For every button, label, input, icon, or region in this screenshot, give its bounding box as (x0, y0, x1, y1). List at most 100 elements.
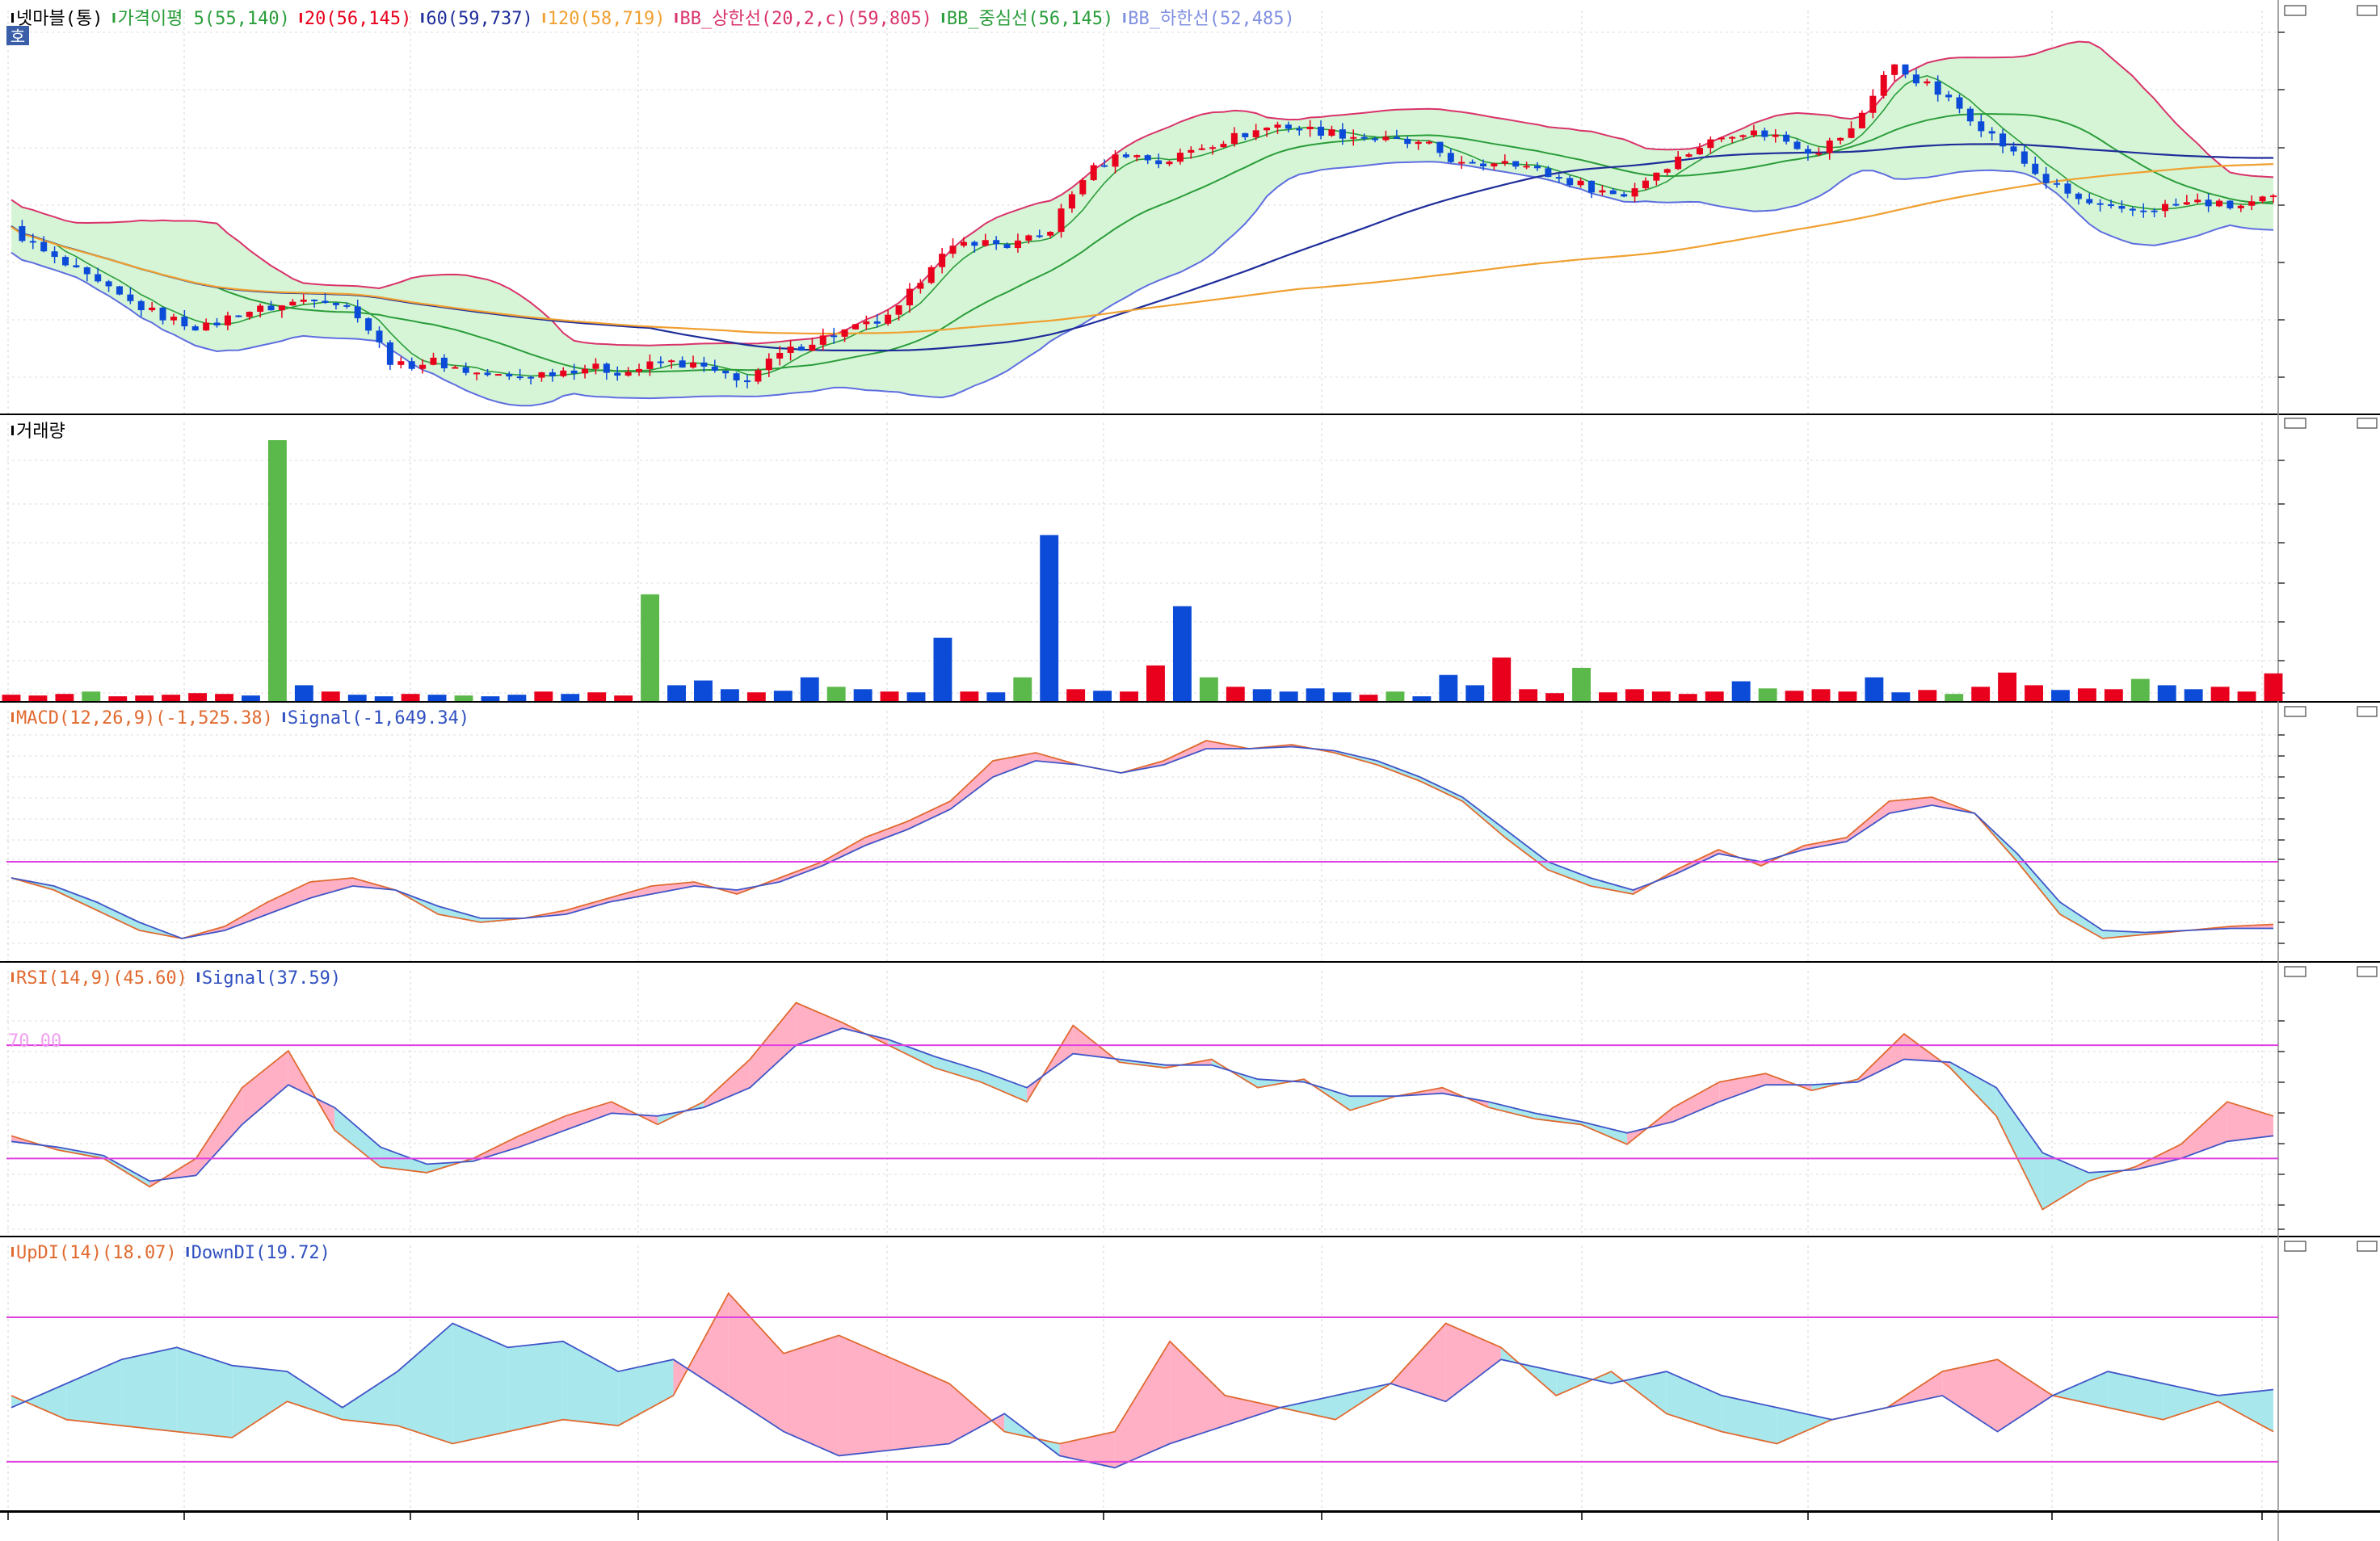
volume-bar (1865, 677, 1884, 701)
volume-bar (986, 692, 1006, 701)
volume-bar (294, 685, 313, 701)
panel-maximize-icon (2284, 706, 2306, 717)
volume-bar (1838, 691, 1857, 701)
panel-maximize-icon (2284, 418, 2306, 429)
candle-body (1999, 133, 2007, 147)
dmi-fill-segment (1666, 1371, 1722, 1432)
volume-bar (1120, 691, 1138, 701)
legend-marker-price-6 (941, 13, 944, 23)
candle-body (1956, 97, 1963, 109)
candle-body (506, 374, 513, 377)
candle-body (1025, 235, 1032, 241)
rsi-fill-segment (2180, 1102, 2227, 1159)
legend-text-price-5: BB_상한선(20,2,c)(59,805) (679, 9, 931, 29)
dmi-fill-segment (894, 1359, 949, 1450)
candle-body (1545, 168, 1552, 178)
candle-body (2054, 183, 2061, 185)
candle-body (809, 344, 816, 351)
rsi-fill-segment (1673, 1081, 1720, 1122)
candle-body (2172, 204, 2180, 206)
candle-body (2162, 204, 2169, 212)
legend-text-macd-0: MACD(12,26,9)(-1,525.38) (16, 708, 273, 729)
candle-body (1328, 129, 1335, 136)
candle-body (1036, 235, 1043, 237)
candle-body (1264, 128, 1271, 131)
candle-body (235, 315, 242, 317)
candle-body (1230, 132, 1238, 145)
macd-fill-segment (822, 838, 865, 866)
candle-body (246, 312, 253, 317)
dmi-fill-segment (1170, 1341, 1226, 1444)
volume-bar (2025, 685, 2043, 701)
rsi-fill-segment (565, 1102, 612, 1131)
legend-marker-dmi-0 (11, 1247, 14, 1257)
candle-body (1144, 155, 1151, 161)
candle-body (73, 265, 80, 268)
volume-bar (2077, 688, 2096, 701)
volume-bar (454, 695, 473, 701)
candle-body (1285, 124, 1292, 129)
dmi-fill-segment (1390, 1323, 1446, 1402)
candle-body (365, 318, 372, 331)
legend-text-price-0: 넷마블(통) (16, 9, 103, 29)
candle-body (1793, 141, 1801, 149)
volume-bar (1013, 677, 1032, 701)
panel-close-icon (2357, 5, 2378, 16)
candle-body (1837, 137, 1844, 141)
bollinger-upper-line (11, 40, 2274, 346)
candle-body (787, 346, 794, 353)
corner-badge (6, 26, 29, 45)
candle-body (960, 241, 967, 246)
legend-marker-macd-0 (11, 712, 14, 722)
candle-body (322, 300, 329, 303)
candle-body (1804, 149, 1811, 154)
candle-body (1924, 81, 1931, 84)
candle-body (137, 300, 145, 311)
candle-body (1945, 94, 1953, 98)
candle-body (1296, 128, 1303, 131)
candle-body (354, 306, 361, 319)
candle-body (885, 314, 892, 324)
candle-body (1858, 112, 1865, 128)
candle-body (603, 363, 610, 373)
rsi-fill-segment (1765, 1073, 1812, 1091)
candle-body (1101, 165, 1108, 167)
macd-fill-segment (2017, 854, 2060, 914)
volume-bar (507, 695, 527, 701)
candle-body (2140, 210, 2147, 212)
candle-body (657, 361, 664, 363)
legend-text-rsi-1: Signal(37.59) (202, 968, 341, 989)
rsi-fill-segment (1488, 1102, 1535, 1119)
candle-body (2216, 200, 2223, 207)
volume-bar (1705, 691, 1724, 701)
macd-fill-segment (438, 906, 481, 922)
candle-body (430, 357, 437, 365)
rsi-fill-segment (427, 1158, 473, 1173)
legend-marker-price-3 (421, 13, 424, 23)
macd-fill-segment (608, 886, 652, 902)
volume-bar (720, 689, 739, 701)
volume-bar (1465, 685, 1485, 701)
candle-body (1252, 130, 1259, 137)
candle-body (830, 335, 838, 338)
candle-body (2183, 202, 2190, 205)
dmi-fill-segment (948, 1384, 1005, 1444)
volume-bar (1758, 688, 1777, 701)
volume-bar (853, 689, 873, 701)
candle-body (1826, 141, 1833, 153)
candle-body (1653, 172, 1660, 181)
candle-body (2248, 201, 2256, 206)
rsi-fill-segment (1950, 1062, 1997, 1116)
candle-body (1978, 121, 1985, 132)
legend-text-price-4: 120(58,719) (548, 9, 666, 29)
candle-body (917, 283, 924, 289)
candle-body (203, 322, 210, 331)
candle-body (1869, 95, 1877, 113)
candle-body (906, 288, 913, 306)
candle-body (278, 305, 285, 311)
candle-body (1555, 177, 1562, 179)
volume-bar (1891, 692, 1911, 701)
dmi-fill-segment (176, 1347, 233, 1438)
legend-marker-rsi-1 (196, 972, 200, 982)
